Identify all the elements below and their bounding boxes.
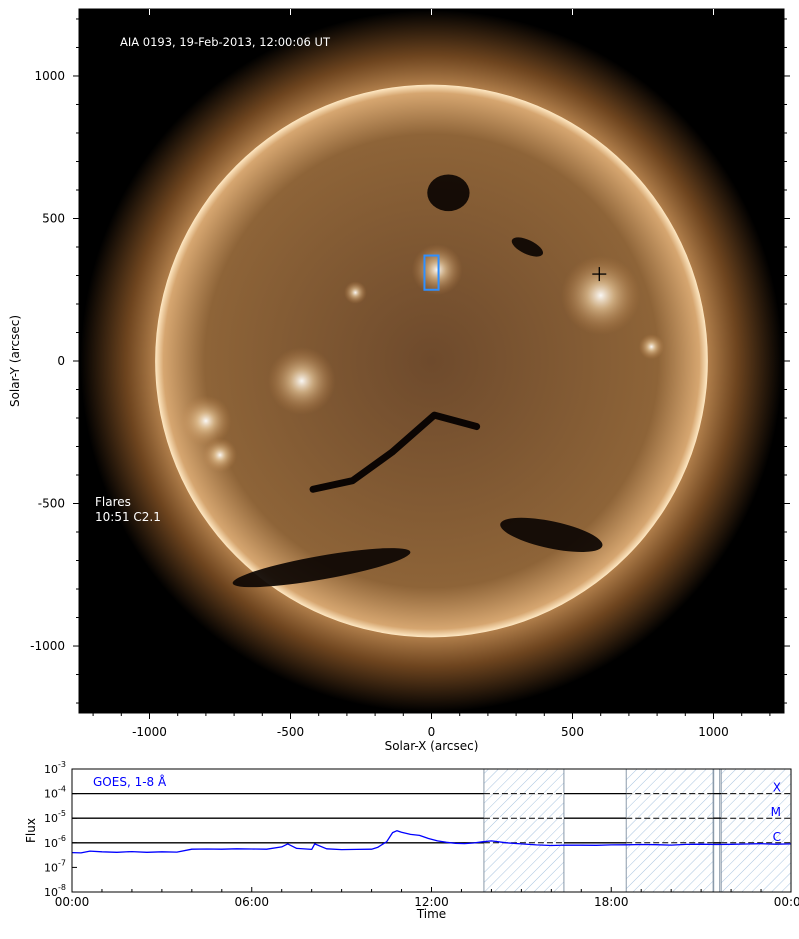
flare-entry: 10:51 C2.1 <box>95 510 161 524</box>
image-x-tick-label: 0 <box>428 725 436 739</box>
active-region-1 <box>267 347 336 415</box>
active-region-6 <box>344 281 367 304</box>
class-level-label: X <box>773 781 781 795</box>
goes-x-tick-label: 00:00 <box>55 895 90 909</box>
image-title: AIA 0193, 19-Feb-2013, 12:00:06 UT <box>120 35 331 49</box>
active-region-5 <box>203 438 237 472</box>
coronal-hole-2 <box>232 548 411 588</box>
goes-x-tick-label: 00:00 <box>774 895 799 909</box>
image-y-tick-label: -500 <box>38 497 65 511</box>
image-y-tick-label: 0 <box>57 354 65 368</box>
goes-class-labels: XMC <box>771 781 781 844</box>
goes-y-axis-label: Flux <box>24 818 38 843</box>
class-level-label: M <box>771 805 781 819</box>
image-axes: -1000 -500 0 500 1000 -1000 -500 0 500 1000 <box>30 9 790 739</box>
region-box <box>423 254 440 291</box>
hatched-interval <box>720 769 791 892</box>
goes-y-tick-label: 10 <box>44 812 58 825</box>
filament <box>309 411 481 493</box>
goes-panel: XMC GOES, 1-8 Å 00:00 06:00 12:00 18:00 00:0… <box>24 760 799 921</box>
goes-x-tick-label: 18:00 <box>594 895 629 909</box>
goes-flux-line <box>72 830 791 854</box>
image-y-axis-label: Solar-Y (arcsec) <box>8 315 22 407</box>
goes-y-tick-exponent: -5 <box>58 809 66 818</box>
image-x-tick-label: -1000 <box>132 725 167 739</box>
active-region-2 <box>180 395 232 447</box>
image-x-tick-label: -500 <box>277 725 304 739</box>
image-content <box>80 10 783 712</box>
active-region-7 <box>638 334 665 360</box>
goes-class-levels <box>72 792 791 844</box>
goes-hatched-intervals <box>483 769 791 892</box>
goes-y-tick-label: 10 <box>44 886 58 899</box>
solar-disk <box>155 84 708 638</box>
image-y-tick-label: 500 <box>42 211 65 225</box>
image-x-tick-label: 500 <box>561 725 584 739</box>
goes-x-tick-label: 12:00 <box>414 895 449 909</box>
class-level-label: C <box>773 830 781 844</box>
active-region-3 <box>561 255 641 335</box>
image-x-tick-label: 1000 <box>698 725 729 739</box>
goes-title: GOES, 1-8 Å <box>93 774 167 789</box>
hatched-interval <box>483 769 565 892</box>
image-y-tick-label: 1000 <box>34 69 65 83</box>
goes-y-tick-exponent: -8 <box>58 883 66 892</box>
image-y-tick-label: -1000 <box>30 639 65 653</box>
goes-y-tick-label: 10 <box>44 837 58 850</box>
goes-x-tick-label: 06:00 <box>234 895 269 909</box>
flare-marker <box>592 267 607 282</box>
coronal-hole-1 <box>427 174 470 212</box>
flares-heading: Flares <box>95 495 131 509</box>
goes-y-tick-label: 10 <box>44 861 58 874</box>
goes-y-tick-label: 10 <box>44 788 58 801</box>
goes-y-tick-label: 10 <box>44 763 58 776</box>
coronal-hole-3 <box>500 517 603 552</box>
goes-y-tick-exponent: -6 <box>58 834 66 843</box>
solar-image-panel: AIA 0193, 19-Feb-2013, 12:00:06 UT Flare… <box>8 8 790 753</box>
coronal-hole-4 <box>511 237 544 257</box>
hatched-interval <box>625 769 714 892</box>
goes-axes: 00:0006:0012:0018:0000:0010-810-710-610-… <box>44 760 799 909</box>
goes-y-tick-exponent: -3 <box>58 760 66 769</box>
active-region-4 <box>411 244 463 296</box>
image-x-axis-label: Solar-X (arcsec) <box>385 739 479 753</box>
goes-y-tick-exponent: -7 <box>58 858 66 867</box>
goes-content <box>72 769 791 892</box>
goes-x-axis-label: Time <box>416 907 446 921</box>
goes-y-tick-exponent: -4 <box>58 785 66 794</box>
